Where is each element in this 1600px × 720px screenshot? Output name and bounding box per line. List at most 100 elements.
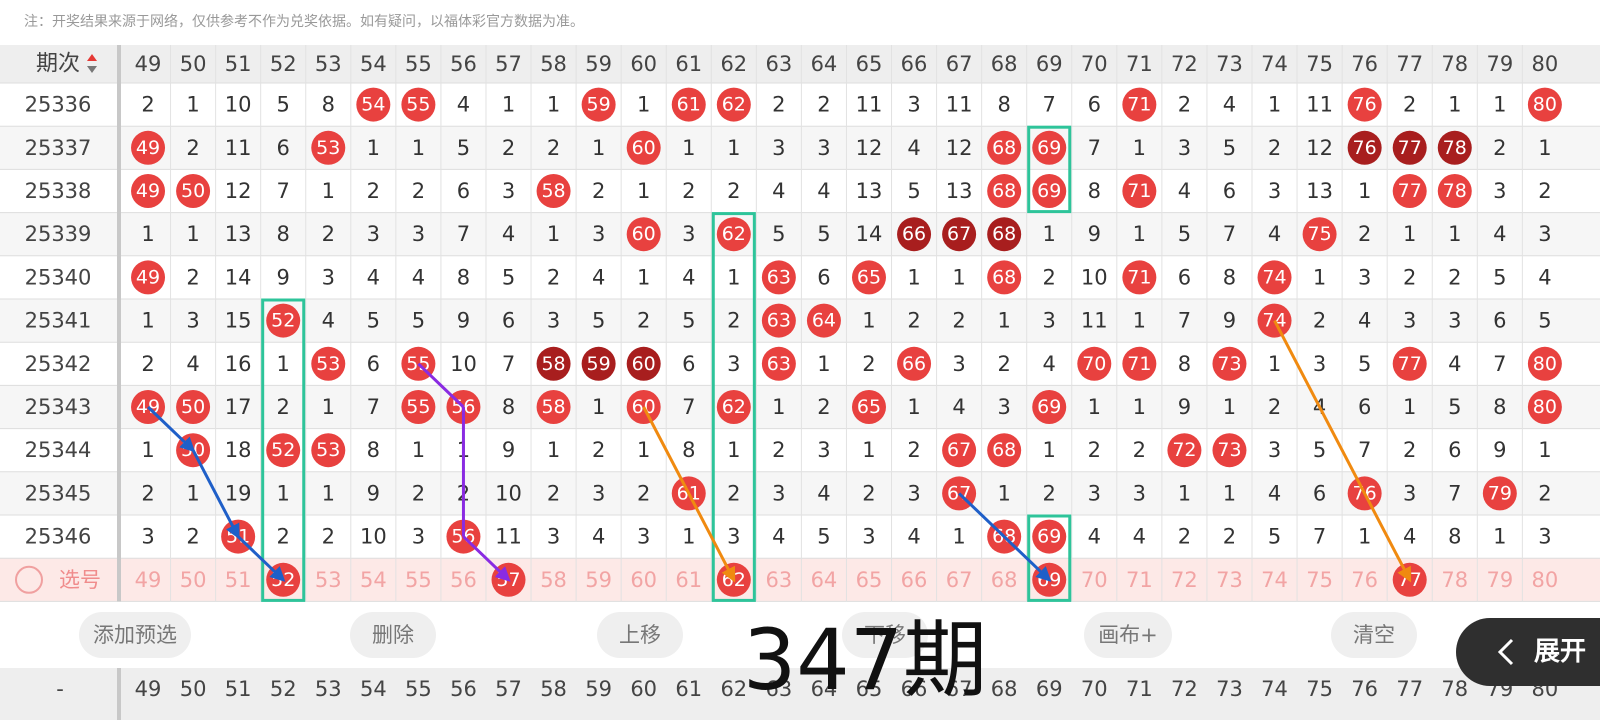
cell: 10	[450, 352, 477, 376]
cell: 5	[1313, 438, 1326, 462]
cell: 6	[1358, 395, 1371, 419]
cell: 8	[277, 222, 290, 246]
select-cell[interactable]: 79	[1486, 568, 1513, 592]
button-bg[interactable]	[1331, 612, 1417, 658]
select-cell[interactable]: 64	[811, 568, 838, 592]
select-cell[interactable]: 60	[630, 568, 657, 592]
button[interactable]: 删除	[372, 623, 414, 647]
expand-button[interactable]: 展开	[1534, 637, 1586, 667]
ball	[942, 217, 977, 252]
select-cell[interactable]: 65	[856, 568, 883, 592]
button-bg[interactable]	[842, 612, 928, 658]
select-cell[interactable]: 73	[1216, 568, 1243, 592]
button-bg[interactable]	[1084, 612, 1172, 658]
select-cell[interactable]: 70	[1081, 568, 1108, 592]
cell: 2	[727, 309, 740, 333]
cell: 4	[367, 265, 380, 289]
select-cell[interactable]: 76	[1351, 568, 1378, 592]
select-cell[interactable]: 56	[450, 568, 477, 592]
button[interactable]: 添加预选	[93, 623, 177, 647]
select-cell[interactable]: 72	[1171, 568, 1198, 592]
ball	[806, 303, 841, 338]
cell: 1	[1133, 136, 1146, 160]
select-cell[interactable]: 59	[585, 568, 612, 592]
cell: 7	[1448, 481, 1461, 505]
select-cell[interactable]: 61	[675, 568, 702, 592]
period: 25345	[25, 481, 92, 505]
ball	[761, 346, 796, 381]
cell: 2	[277, 525, 290, 549]
ball	[1032, 390, 1067, 424]
cell: 9	[1178, 395, 1191, 419]
button-bg[interactable]	[350, 612, 436, 658]
cell: 3	[817, 438, 830, 462]
cell: 4	[1043, 352, 1056, 376]
cell: 16	[225, 352, 252, 376]
cell: 11	[946, 93, 973, 117]
select-cell[interactable]: 78	[1441, 568, 1468, 592]
column-label: 63	[766, 52, 793, 76]
select-icon[interactable]	[15, 565, 43, 594]
select-cell[interactable]: 75	[1306, 568, 1333, 592]
expand-bg[interactable]	[1456, 618, 1600, 686]
footer-cell: 65	[856, 677, 883, 701]
cell: 77	[1398, 353, 1422, 375]
ball	[356, 87, 391, 122]
ball	[626, 346, 661, 381]
cell: 3	[1538, 222, 1551, 246]
column-label: 51	[225, 52, 252, 76]
select-cell[interactable]: 66	[901, 568, 928, 592]
cell: 70	[1082, 353, 1106, 375]
select-cell[interactable]: 55	[405, 568, 432, 592]
cell: 2	[1268, 395, 1281, 419]
button[interactable]: 上移	[619, 623, 661, 647]
select-cell[interactable]: 63	[766, 568, 793, 592]
button-bg[interactable]	[597, 612, 683, 658]
cell: 2	[412, 179, 425, 203]
select-cell[interactable]: 74	[1261, 568, 1288, 592]
cell: 2	[1088, 438, 1101, 462]
cell: 2	[727, 481, 740, 505]
button[interactable]: 下移	[864, 623, 906, 647]
cell: 4	[817, 481, 830, 505]
button[interactable]: 画布+	[1098, 623, 1158, 647]
cell: 2	[1043, 481, 1056, 505]
select-cell[interactable]: 68	[991, 568, 1018, 592]
select-cell[interactable]: 80	[1532, 568, 1559, 592]
select-cell[interactable]: 51	[225, 568, 252, 592]
cell: 4	[592, 525, 605, 549]
cell: 1	[186, 222, 199, 246]
select-cell[interactable]: 49	[135, 568, 162, 592]
ball	[311, 346, 346, 381]
cell: 3	[1178, 136, 1191, 160]
cell: 73	[1217, 439, 1241, 461]
select-cell[interactable]: 50	[180, 568, 207, 592]
select-cell[interactable]: 67	[946, 568, 973, 592]
cell: 3	[727, 525, 740, 549]
cell: 4	[1088, 525, 1101, 549]
column-label: 72	[1171, 52, 1198, 76]
column-label: 52	[270, 52, 297, 76]
cell: 2	[1223, 525, 1236, 549]
cell: 2	[1268, 136, 1281, 160]
column-label: 54	[360, 52, 387, 76]
select-cell[interactable]: 54	[360, 568, 387, 592]
cell: 1	[1538, 438, 1551, 462]
select-cell[interactable]: 58	[540, 568, 567, 592]
ball	[851, 390, 886, 424]
period: 25342	[25, 352, 92, 376]
cell: 77	[1398, 137, 1422, 159]
select-cell[interactable]: 53	[315, 568, 342, 592]
ball	[536, 390, 571, 424]
cell: 2	[1538, 481, 1551, 505]
ball	[131, 174, 166, 208]
cell: 1	[727, 265, 740, 289]
cell: 1	[1358, 179, 1371, 203]
button-bg[interactable]	[79, 612, 191, 658]
button[interactable]: 清空	[1353, 623, 1395, 647]
ball	[1527, 346, 1562, 381]
header-bg	[0, 45, 1600, 83]
ball	[131, 260, 166, 295]
select-label: 选号	[59, 568, 101, 592]
select-cell[interactable]: 71	[1126, 568, 1153, 592]
